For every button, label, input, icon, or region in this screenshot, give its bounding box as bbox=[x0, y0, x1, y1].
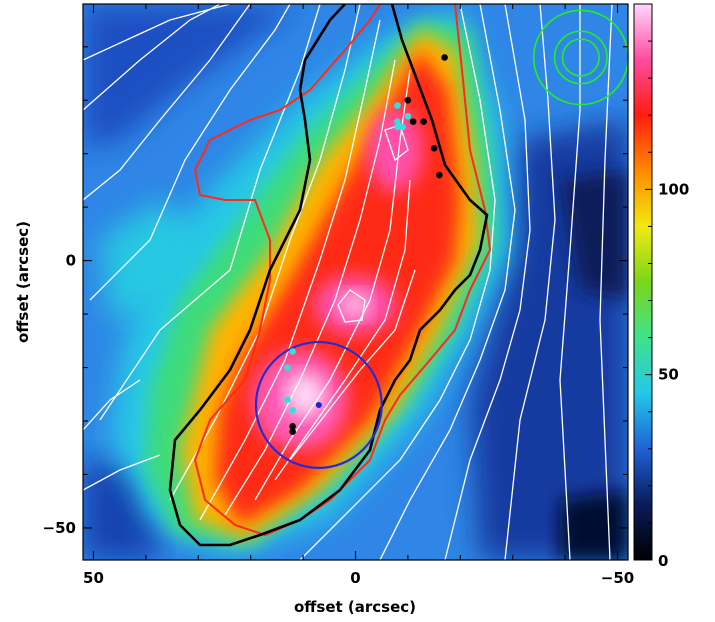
beam-circle-0 bbox=[561, 38, 600, 77]
red-contour bbox=[193, 4, 492, 537]
x-tick-label: 0 bbox=[350, 569, 360, 587]
colorbar-tick-label: 0 bbox=[658, 552, 668, 570]
x-axis: 50 0 −50 bbox=[83, 4, 634, 587]
y-tick-label: −50 bbox=[43, 519, 76, 537]
cyan-marker-5 bbox=[289, 348, 296, 355]
heatmap-image bbox=[83, 4, 628, 560]
black-marker-1 bbox=[404, 96, 412, 104]
x-tick-label: 50 bbox=[83, 569, 104, 587]
cyan-marker-2 bbox=[394, 118, 401, 125]
x-axis-title: offset (arcsec) bbox=[294, 598, 416, 616]
cyan-marker-4 bbox=[394, 123, 401, 131]
cyan-marker-0 bbox=[394, 102, 401, 109]
black-marker-6 bbox=[289, 423, 296, 430]
black-marker-4 bbox=[430, 145, 438, 152]
black-marker-3 bbox=[409, 118, 417, 125]
beam-circle-1 bbox=[553, 30, 608, 85]
colorbar-tick-label: 100 bbox=[658, 180, 689, 198]
black-marker-2 bbox=[420, 118, 427, 125]
cyan-marker-3 bbox=[399, 123, 406, 131]
source-circle bbox=[254, 340, 383, 469]
cyan-marker-8 bbox=[289, 407, 296, 414]
overlay-layer bbox=[254, 9, 629, 469]
y-tick-label: 0 bbox=[66, 252, 76, 270]
black-marker-5 bbox=[436, 171, 443, 179]
colorbar bbox=[634, 4, 652, 560]
black-contour bbox=[168, 4, 489, 547]
x-tick-label: −50 bbox=[601, 569, 634, 587]
black-marker-7 bbox=[289, 428, 296, 435]
y-axis: 0 −50 bbox=[43, 46, 628, 537]
cyan-marker-1 bbox=[404, 112, 412, 120]
colorbar-axis: 0 50 100 bbox=[645, 40, 689, 570]
colorbar-frame bbox=[633, 3, 653, 561]
colorbar-tick-label: 50 bbox=[658, 366, 679, 384]
black-marker-0 bbox=[441, 54, 448, 61]
cyan-marker-7 bbox=[284, 396, 291, 403]
blue-marker-0 bbox=[315, 401, 322, 408]
white-contours bbox=[83, 4, 613, 560]
cyan-marker-6 bbox=[284, 364, 291, 371]
y-axis-title: offset (arcsec) bbox=[14, 221, 32, 343]
